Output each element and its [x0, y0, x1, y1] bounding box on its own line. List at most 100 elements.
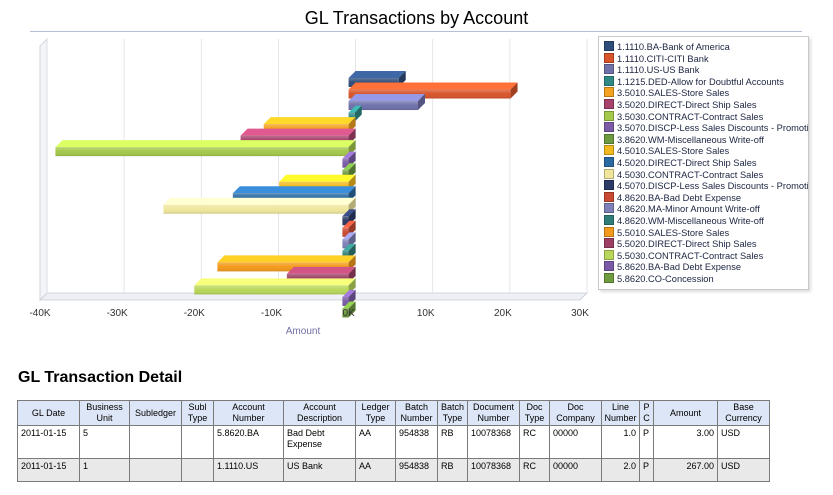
column-header[interactable]: Doc Company	[549, 400, 602, 426]
bar-end	[418, 94, 425, 111]
table-cell: Bad Debt Expense	[283, 425, 356, 459]
legend-swatch	[604, 122, 614, 133]
table-cell	[181, 425, 214, 459]
legend-swatch	[604, 75, 614, 86]
bar-12[interactable]	[163, 197, 356, 214]
bar-end	[348, 301, 356, 318]
legend-swatch	[604, 64, 614, 75]
bar-top	[342, 232, 356, 240]
legend-label: 3.5030.CONTRACT-Contract Sales	[617, 111, 764, 122]
column-header[interactable]: P C	[639, 400, 654, 426]
legend-item[interactable]: 1.1215.DED-Allow for Doubtful Accounts	[604, 75, 784, 88]
legend-swatch	[604, 145, 614, 156]
bar-highlight	[342, 170, 349, 180]
legend-item[interactable]: 5.5020.DIRECT-Direct Ship Sales	[604, 238, 757, 250]
x-axis-ticks: -40K -30K -20K -10K 0K 10K 20K 30K	[29, 308, 589, 319]
gl-transaction-table: GL Date Business Unit Subledger Subl Type Ac…	[17, 400, 770, 482]
legend-item[interactable]: 4.5070.DISCP-Less Sales Discounts - Prom…	[604, 180, 808, 192]
legend-item[interactable]: 5.8620.BA-Bad Debt Expense	[604, 261, 741, 273]
bar-highlight	[342, 158, 349, 168]
legend-label: 3.5070.DISCP-Less Sales Discounts - Prom…	[617, 123, 809, 134]
legend-label: 3.5010.SALES-Store Sales	[617, 88, 730, 99]
table-cell: AA	[355, 458, 396, 482]
legend-label: 4.5010.SALES-Store Sales	[617, 146, 730, 157]
legend-item[interactable]: 4.8620.BA-Bad Debt Expense	[604, 191, 741, 204]
legend-item[interactable]: 1.1110.CITI-CITI Bank	[604, 52, 709, 65]
legend-item[interactable]: 5.5010.SALES-Store Sales	[604, 226, 729, 239]
table-row[interactable]: 2011-01-15 1 1.1110.US US Bank AA 954838 RB 100…	[17, 458, 770, 482]
column-header[interactable]: Batch Type	[437, 400, 468, 426]
legend-item[interactable]: 4.5030.CONTRACT-Contract Sales	[604, 168, 763, 181]
table-cell: 3.00	[653, 425, 718, 459]
column-header[interactable]: Batch Number	[395, 400, 438, 426]
bar-top	[163, 197, 356, 205]
table-cell: US Bank	[283, 458, 356, 482]
table-cell: 10078368	[467, 458, 520, 482]
column-header[interactable]: Doc Type	[519, 400, 550, 426]
bar-top	[232, 186, 356, 194]
bar-highlight	[342, 308, 349, 318]
table-cell: USD	[717, 458, 770, 482]
bar-highlight	[55, 147, 349, 157]
legend-swatch	[604, 41, 614, 51]
bar-top	[348, 82, 518, 90]
column-header[interactable]: Base Currency	[717, 400, 770, 426]
bar-top	[342, 209, 356, 217]
table-row[interactable]: 2011-01-15 5 5.8620.BA Bad Debt Expense AA 95…	[17, 425, 770, 459]
legend-swatch	[604, 168, 614, 179]
x-axis-label: Amount	[286, 326, 321, 337]
bar-top	[342, 289, 356, 297]
bar-top	[263, 117, 356, 125]
table-cell: 00000	[549, 458, 602, 482]
legend-item[interactable]: 3.5020.DIRECT-Direct Ship Sales	[604, 99, 757, 111]
legend-swatch	[604, 273, 614, 283]
column-header[interactable]: GL Date	[17, 400, 80, 426]
table-cell: 2.0	[601, 458, 640, 482]
bar-7[interactable]	[55, 140, 356, 157]
legend-item[interactable]: 1.1110.US-US Bank	[604, 64, 699, 76]
table-cell: 00000	[549, 425, 602, 459]
legend-item[interactable]: 4.5010.SALES-Store Sales	[604, 145, 729, 157]
legend-item[interactable]: 4.5020.DIRECT-Direct Ship Sales	[604, 157, 757, 169]
legend-label: 1.1110.BA-Bank of America	[617, 42, 730, 52]
legend-item[interactable]: 5.8620.CO-Concession	[604, 273, 714, 285]
bar-19[interactable]	[194, 278, 356, 295]
legend-item[interactable]: 3.5010.SALES-Store Sales	[604, 87, 729, 99]
table-cell: 267.00	[653, 458, 718, 482]
bar-21[interactable]	[342, 301, 356, 318]
legend-item[interactable]: 1.1110.BA-Bank of America	[604, 41, 730, 53]
legend-swatch	[604, 215, 614, 225]
column-header[interactable]: Subledger	[129, 400, 182, 426]
bar-highlight	[348, 101, 418, 111]
column-header[interactable]: Line Number	[601, 400, 640, 426]
legend-swatch	[604, 238, 614, 249]
table-cell: P	[639, 458, 654, 482]
legend-item[interactable]: 3.5070.DISCP-Less Sales Discounts - Prom…	[604, 122, 809, 134]
bar-4[interactable]	[348, 105, 362, 122]
bar-6[interactable]	[240, 128, 356, 145]
legend-item[interactable]: 3.5030.CONTRACT-Contract Sales	[604, 110, 764, 123]
legend-item[interactable]: 4.8620.WM-Miscellaneous Write-off	[604, 215, 764, 227]
bar-top	[342, 163, 356, 171]
bar-2[interactable]	[348, 82, 518, 99]
table-cell	[129, 458, 182, 482]
bar-highlight	[240, 135, 349, 145]
legend-swatch	[604, 110, 614, 121]
column-header[interactable]: Account Description	[283, 400, 356, 426]
column-header[interactable]: Business Unit	[79, 400, 130, 426]
column-header[interactable]: Ledger Type	[355, 400, 396, 426]
column-header[interactable]: Amount	[653, 400, 718, 426]
table-cell	[129, 425, 182, 459]
column-header[interactable]: Subl Type	[181, 400, 214, 426]
legend-label: 4.5020.DIRECT-Direct Ship Sales	[617, 158, 757, 168]
legend-item[interactable]: 3.8620.WM-Miscellaneous Write-off	[604, 133, 764, 146]
bar-3[interactable]	[348, 94, 425, 111]
column-header[interactable]: Account Number	[213, 400, 284, 426]
bar-end	[510, 82, 518, 99]
legend-item[interactable]: 4.8620.MA-Minor Amount Write-off	[604, 203, 760, 215]
legend-item[interactable]: 5.5030.CONTRACT-Contract Sales	[604, 249, 763, 262]
legend-label: 3.5020.DIRECT-Direct Ship Sales	[617, 100, 757, 110]
legend-label: 4.8620.MA-Minor Amount Write-off	[617, 204, 760, 215]
column-header[interactable]: Document Number	[467, 400, 520, 426]
